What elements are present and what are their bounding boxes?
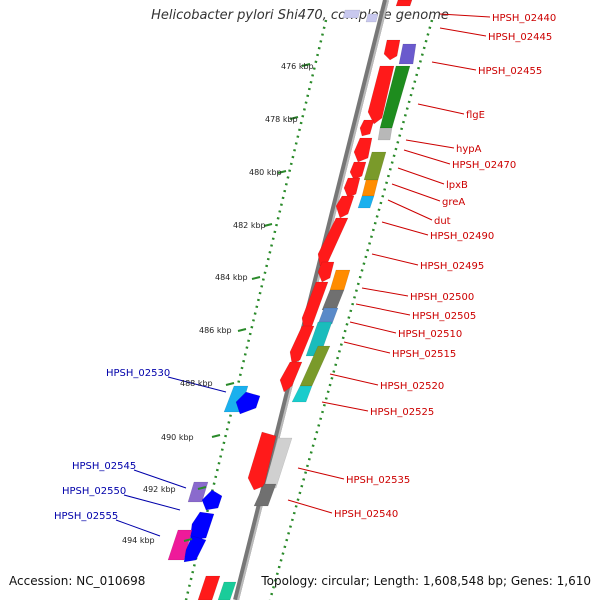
tick-mark	[289, 116, 299, 120]
leader-line	[439, 27, 487, 37]
gene-flgE	[359, 119, 375, 137]
gene-greA	[343, 177, 361, 199]
leader-line	[403, 149, 451, 165]
gene-02530b	[235, 391, 261, 415]
topology-text: Topology: circular; Length: 1,608,548 bp…	[261, 574, 591, 588]
gene-label-forward: HPSH_02510	[398, 329, 462, 340]
tick-label: 490 kbp	[161, 433, 194, 442]
gene-top-lavender	[342, 9, 361, 19]
leader-line	[397, 167, 445, 185]
gene-label-forward: HPSH_02470	[452, 160, 516, 171]
leader-line	[123, 494, 181, 511]
gene-02525	[291, 385, 313, 403]
gene-label-forward: HPSH_02500	[410, 292, 474, 303]
tick-mark	[183, 538, 193, 542]
gene-02540	[253, 483, 277, 507]
tick-label: 480 kbp	[249, 168, 282, 177]
leader-line	[417, 103, 465, 115]
tick-mark	[237, 328, 247, 332]
gene-02445b	[398, 43, 417, 65]
tick-mark	[197, 486, 207, 490]
leader-line	[133, 469, 187, 489]
gene-label-forward: HPSH_02520	[380, 381, 444, 392]
gene-label-reverse: HPSH_02530	[106, 368, 170, 379]
gene-02505	[321, 289, 345, 311]
tick-label: 494 kbp	[122, 536, 155, 545]
leader-line	[349, 321, 397, 334]
gene-lpxB-b	[361, 179, 379, 197]
gene-02500	[329, 269, 351, 291]
leader-line	[431, 61, 477, 71]
leader-line	[439, 13, 491, 18]
gene-label-forward: hypA	[456, 144, 482, 155]
gene-label-forward: HPSH_02490	[430, 231, 494, 242]
tick-label: 486 kbp	[199, 326, 232, 335]
tick-label: 492 kbp	[143, 485, 176, 494]
tick-mark	[277, 170, 287, 174]
gene-02445	[383, 39, 401, 61]
tick-mark	[251, 276, 261, 280]
gene-02555b	[183, 535, 207, 563]
gene-label-reverse: HPSH_02545	[72, 461, 136, 472]
tick-label: 482 kbp	[233, 221, 266, 230]
gene-02455	[367, 65, 395, 125]
gene-02510	[317, 307, 339, 325]
leader-line	[387, 199, 433, 221]
gene-02545b	[201, 489, 223, 511]
gene-label-forward: HPSH_02515	[392, 349, 456, 360]
gene-label-forward: HPSH_02525	[370, 407, 434, 418]
gene-label-forward: HPSH_02495	[420, 261, 484, 272]
gene-label-forward: HPSH_02455	[478, 66, 542, 77]
gene-02535	[247, 431, 277, 491]
tick-mark	[211, 434, 221, 438]
gene-label-forward: greA	[442, 197, 465, 208]
tick-label: 488 kbp	[180, 379, 213, 388]
leader-line	[329, 373, 379, 386]
gene-02520r	[279, 361, 303, 393]
gene-label-forward: HPSH_02505	[412, 311, 476, 322]
gene-02550	[189, 511, 215, 541]
gene-hypA	[377, 127, 393, 141]
leader-line	[115, 519, 161, 537]
leader-line	[167, 376, 227, 393]
gene-bottom-teal	[217, 581, 237, 600]
gene-bottom-red	[197, 575, 221, 600]
leader-line	[381, 221, 429, 236]
gene-02535b	[263, 437, 293, 489]
gene-dut	[335, 195, 355, 219]
tick-mark	[301, 63, 311, 67]
tick-label: 478 kbp	[265, 115, 298, 124]
tick-track-inner	[268, 19, 434, 600]
gene-top-lavender-b	[365, 13, 379, 23]
gene-lpxB	[349, 161, 367, 181]
tick-mark	[263, 223, 273, 227]
gene-label-forward: HPSH_02445	[488, 32, 552, 43]
gene-top-red	[395, 0, 413, 7]
leader-line	[405, 139, 455, 149]
gene-label-forward: dut	[434, 216, 451, 227]
gene-label-reverse: HPSH_02550	[62, 486, 126, 497]
leader-line	[321, 401, 369, 412]
gene-label-forward: HPSH_02535	[346, 475, 410, 486]
gene-label-forward: HPSH_02440	[492, 13, 556, 24]
leader-line	[371, 253, 419, 266]
leader-line	[297, 467, 345, 480]
gene-02470	[353, 137, 373, 163]
leader-line	[343, 341, 391, 354]
gene-label-forward: lpxB	[446, 180, 468, 191]
tick-mark	[225, 382, 235, 386]
gene-label-reverse: HPSH_02555	[54, 511, 118, 522]
leader-line	[287, 499, 333, 514]
leader-line	[355, 303, 411, 316]
tick-label: 484 kbp	[215, 273, 248, 282]
gene-02495	[317, 261, 335, 283]
leader-line	[391, 183, 441, 202]
gene-label-forward: HPSH_02540	[334, 509, 398, 520]
leader-line	[361, 287, 409, 297]
accession-text: Accession: NC_010698	[9, 574, 146, 588]
tick-label: 476 kbp	[281, 62, 314, 71]
gene-label-forward: flgE	[466, 110, 485, 121]
gene-greA-b	[357, 195, 375, 209]
